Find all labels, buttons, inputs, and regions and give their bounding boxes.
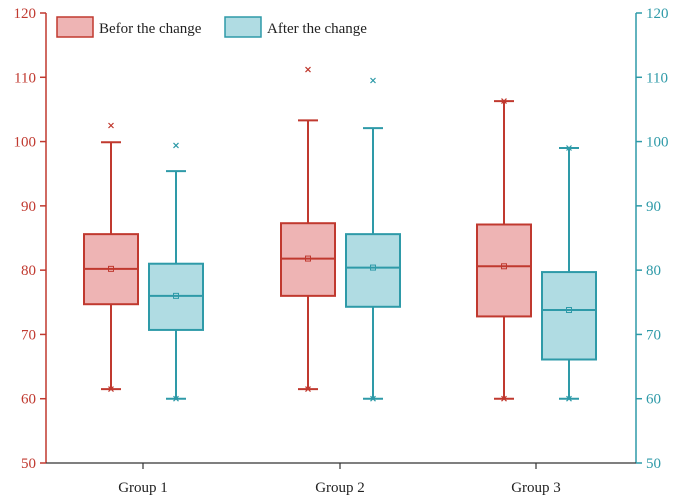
box-after-group-2 <box>345 77 401 402</box>
legend-label-after: After the change <box>267 21 367 37</box>
outlier-marker <box>566 395 572 402</box>
box-before-group-2 <box>280 66 336 392</box>
box-before-group-1 <box>83 122 139 392</box>
box-after-group-1 <box>148 142 204 402</box>
mean-marker <box>108 265 114 272</box>
right-tick-label: 50 <box>646 456 661 472</box>
left-tick-label: 50 <box>21 456 36 472</box>
mean-marker <box>305 255 311 262</box>
marker-stroke <box>501 395 507 402</box>
outlier-marker <box>108 122 114 129</box>
marker-stroke <box>108 386 114 392</box>
x-tick-label: Group 3 <box>511 480 561 496</box>
marker-stroke <box>370 395 376 402</box>
left-tick-label: 110 <box>14 70 36 86</box>
left-tick-label: 120 <box>14 6 37 22</box>
legend-label-before: Befor the change <box>99 21 202 37</box>
marker-stroke <box>370 77 376 84</box>
marker-stroke <box>108 122 114 129</box>
marker-stroke <box>501 98 507 104</box>
marker-stroke <box>566 145 572 151</box>
outlier-marker <box>305 386 311 392</box>
right-tick-label: 90 <box>646 199 661 215</box>
outlier-marker <box>566 145 572 151</box>
legend: Befor the change After the change <box>56 16 367 38</box>
box-iqr <box>541 271 597 361</box>
box-iqr <box>476 223 532 318</box>
left-tick-label: 100 <box>14 135 37 151</box>
right-tick-label: 70 <box>646 327 661 343</box>
outlier-marker <box>173 142 179 149</box>
left-tick-label: 90 <box>21 199 36 215</box>
legend-swatch-before <box>56 16 94 38</box>
mean-marker <box>370 264 376 271</box>
outlier-marker <box>108 386 114 392</box>
right-tick-label: 80 <box>646 263 661 279</box>
outlier-marker <box>173 395 179 402</box>
marker-stroke <box>305 66 311 73</box>
right-tick-label: 120 <box>646 6 669 22</box>
x-tick-label: Group 2 <box>315 480 365 496</box>
legend-swatch-after <box>224 16 262 38</box>
left-tick-label: 80 <box>21 263 36 279</box>
mean-marker <box>173 292 179 299</box>
outlier-marker <box>501 98 507 104</box>
outlier-marker <box>370 77 376 84</box>
x-tick-label: Group 1 <box>118 480 168 496</box>
right-tick-label: 110 <box>646 70 668 86</box>
right-tick-label: 100 <box>646 135 669 151</box>
mean-marker <box>501 263 507 270</box>
marker-stroke <box>173 142 179 149</box>
mean-marker <box>566 307 572 313</box>
outlier-marker <box>305 66 311 73</box>
outlier-marker <box>370 395 376 402</box>
right-tick-label: 60 <box>646 392 661 408</box>
left-tick-label: 60 <box>21 392 36 408</box>
box-before-group-3 <box>476 98 532 402</box>
left-tick-label: 70 <box>21 327 36 343</box>
marker-stroke <box>305 386 311 392</box>
outlier-marker <box>501 395 507 402</box>
marker-stroke <box>173 395 179 402</box>
marker-stroke <box>566 395 572 402</box>
box-after-group-3 <box>541 145 597 402</box>
